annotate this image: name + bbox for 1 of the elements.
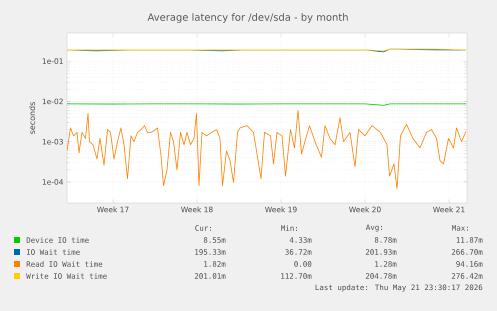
chart-title: Average latency for /dev/sda - by month <box>148 13 348 23</box>
